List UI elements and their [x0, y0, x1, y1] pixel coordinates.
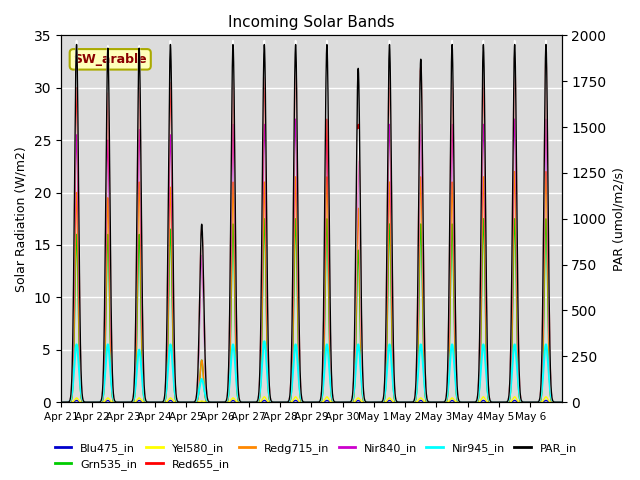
Y-axis label: Solar Radiation (W/m2): Solar Radiation (W/m2): [15, 146, 28, 291]
Text: SW_arable: SW_arable: [74, 53, 147, 66]
Title: Incoming Solar Bands: Incoming Solar Bands: [228, 15, 395, 30]
Legend: Blu475_in, Grn535_in, Yel580_in, Red655_in, Redg715_in, Nir840_in, Nir945_in, PA: Blu475_in, Grn535_in, Yel580_in, Red655_…: [51, 438, 581, 474]
Y-axis label: PAR (umol/m2/s): PAR (umol/m2/s): [612, 167, 625, 271]
